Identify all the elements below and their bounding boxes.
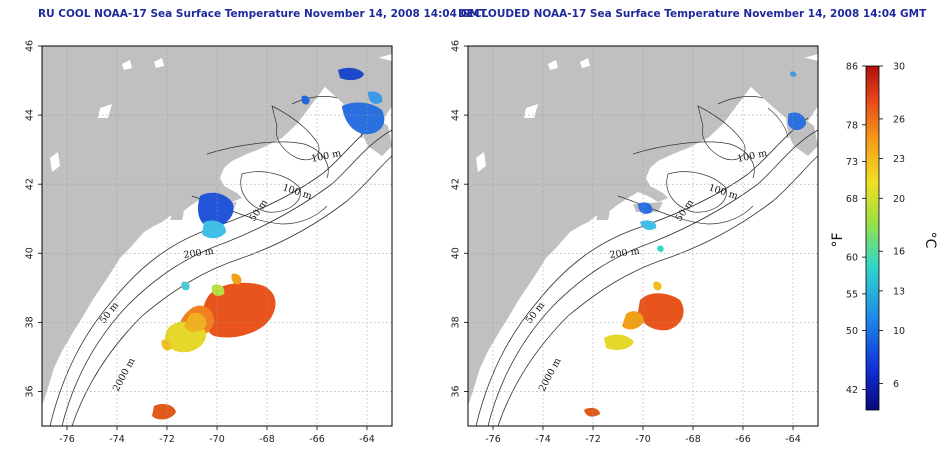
y-tick-label: 42 [451, 178, 462, 190]
celsius-ticks: 30 26 23 20 16 13 10 6 [879, 62, 905, 390]
fahrenheit-ticks: 86 78 73 68 60 55 50 42 [846, 62, 866, 396]
y-tick-label: 44 [451, 109, 462, 121]
celsius-tick-label: 16 [893, 247, 905, 258]
fahrenheit-tick-label: 78 [846, 120, 858, 131]
fahrenheit-tick-label: 50 [846, 326, 858, 337]
x-tick-label: -74 [109, 434, 125, 445]
fahrenheit-tick-label: 55 [846, 289, 858, 300]
fahrenheit-tick-label: 68 [846, 194, 858, 205]
fahrenheit-tick-label: 60 [846, 253, 858, 264]
latitude-ticks: 36 38 40 42 44 46 [25, 40, 42, 398]
map-title-left: RU COOL NOAA-17 Sea Surface Temperature … [38, 8, 487, 20]
x-tick-label: -74 [535, 434, 551, 445]
sst-cold-patch [638, 71, 806, 252]
x-tick-label: -72 [585, 434, 601, 445]
x-tick-label: -70 [635, 434, 651, 445]
y-tick-label: 36 [25, 385, 36, 397]
celsius-tick-label: 10 [893, 326, 905, 337]
x-tick-label: -70 [209, 434, 225, 445]
fahrenheit-tick-label: 42 [846, 385, 858, 396]
sst-map-raw: 100 m 100 m 50 m 200 m 50 m 2000 m -76 -7… [25, 40, 393, 445]
x-tick-label: -64 [785, 434, 801, 445]
celsius-tick-label: 23 [893, 154, 905, 165]
grid-lines [42, 45, 392, 426]
sst-cold-patch [181, 67, 385, 291]
celsius-tick-label: 13 [893, 286, 905, 297]
sst-warm-patch [584, 281, 684, 417]
y-tick-label: 42 [25, 178, 36, 190]
fahrenheit-label: °F [830, 232, 846, 247]
colorbar-gradient [865, 65, 880, 411]
celsius-tick-label: 30 [893, 62, 905, 73]
x-tick-label: -72 [159, 434, 175, 445]
y-tick-label: 38 [25, 316, 36, 328]
celsius-tick-label: 20 [893, 194, 905, 205]
x-tick-label: -68 [259, 434, 275, 445]
x-tick-label: -76 [485, 434, 501, 445]
temperature-colorbar: 86 78 73 68 60 55 50 42 30 26 23 20 16 13 10 6 °F °C [830, 62, 938, 411]
y-tick-label: 46 [451, 40, 462, 52]
x-tick-label: -66 [309, 434, 325, 445]
sst-map-declouded: 100 m 100 m 50 m 200 m 50 m 2000 m -76 -7… [451, 40, 819, 445]
sst-warm-patch [152, 273, 276, 420]
fahrenheit-tick-label: 86 [846, 62, 858, 73]
y-tick-label: 36 [451, 385, 462, 397]
x-tick-label: -66 [735, 434, 751, 445]
celsius-label: °C [922, 232, 938, 249]
x-tick-label: -64 [359, 434, 375, 445]
map-title-right: DECLOUDED NOAA-17 Sea Surface Temperatur… [458, 8, 927, 20]
y-tick-label: 46 [25, 40, 36, 52]
grid-lines [468, 45, 818, 426]
longitude-ticks: -76 -74 -72 -70 -68 -66 -64 [485, 426, 801, 445]
y-tick-label: 40 [25, 247, 36, 259]
y-tick-label: 40 [451, 247, 462, 259]
x-tick-label: -68 [685, 434, 701, 445]
y-tick-label: 44 [25, 109, 36, 121]
latitude-ticks: 36 38 40 42 44 46 [451, 40, 468, 398]
x-tick-label: -76 [59, 434, 75, 445]
celsius-tick-label: 26 [893, 114, 905, 125]
y-tick-label: 38 [451, 316, 462, 328]
celsius-tick-label: 6 [893, 379, 899, 390]
fahrenheit-tick-label: 73 [846, 157, 858, 168]
longitude-ticks: -76 -74 -72 -70 -68 -66 -64 [59, 426, 375, 445]
